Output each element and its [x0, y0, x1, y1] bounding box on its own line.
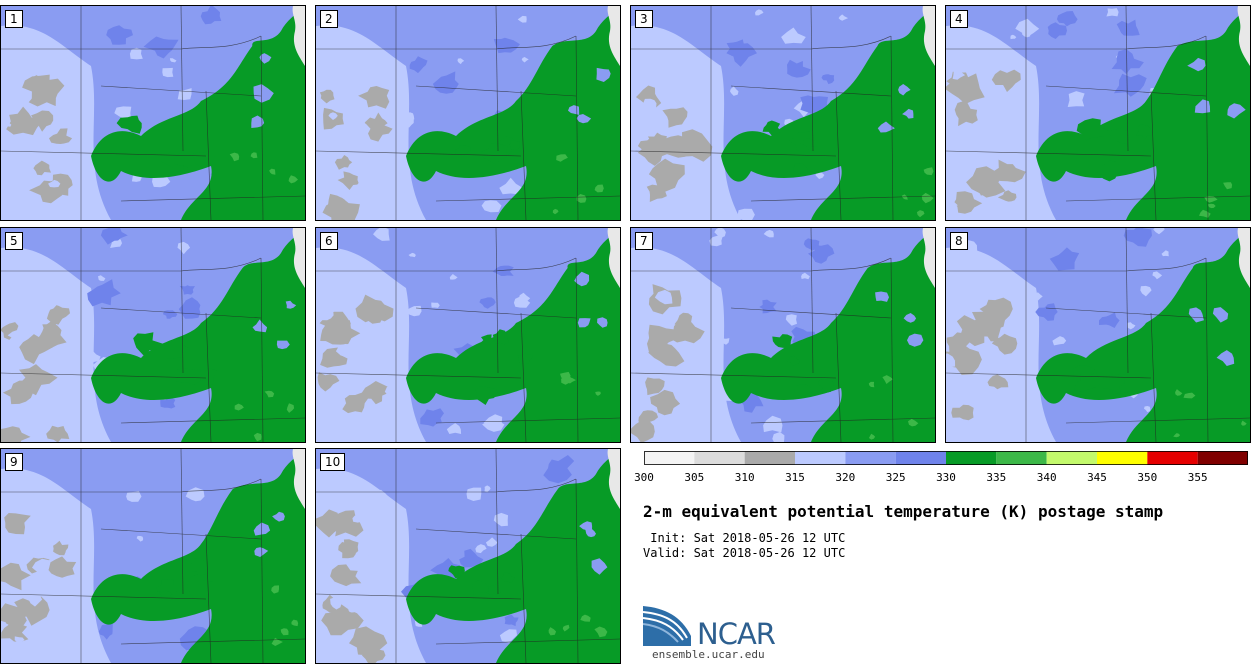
colorbar-tick-label: 320: [835, 471, 856, 484]
ensemble-map: [1, 449, 305, 663]
colorbar-tick-label: 300: [634, 471, 654, 484]
postage-stamp-map: 6: [315, 227, 621, 443]
colorbar-segment: [1097, 451, 1148, 465]
colorbar-tick-label: 335: [986, 471, 1007, 484]
stamp-member-label: 9: [5, 453, 23, 471]
chart-title: 2-m equivalent potential temperature (K)…: [643, 502, 1164, 521]
stamp-member-label: 4: [950, 10, 968, 28]
stamp-member-label: 1: [5, 10, 23, 28]
colorbar-segment: [996, 451, 1047, 465]
postage-stamp-map: 4: [945, 5, 1251, 221]
postage-stamp-map: 8: [945, 227, 1251, 443]
ensemble-map: [946, 6, 1250, 220]
postage-stamp-map: 9: [0, 448, 306, 664]
colorbar-segment: [744, 451, 795, 465]
colorbar-tick-label: 355: [1187, 471, 1208, 484]
ensemble-url: ensemble.ucar.edu: [652, 648, 765, 661]
colorbar-tick-label: 330: [936, 471, 956, 484]
ncar-logo-icon: [643, 606, 691, 646]
postage-stamp-map: 5: [0, 227, 306, 443]
postage-stamp-map: 7: [630, 227, 936, 443]
stamp-member-label: 5: [5, 232, 23, 250]
ensemble-map: [316, 449, 620, 663]
ensemble-map: [946, 228, 1250, 442]
init-time: Init: Sat 2018-05-26 12 UTC: [643, 531, 846, 545]
colorbar-segment: [694, 451, 745, 465]
ensemble-map: [1, 228, 305, 442]
stamp-member-label: 2: [320, 10, 338, 28]
colorbar-segment: [1046, 451, 1097, 465]
ensemble-map: [631, 228, 935, 442]
stamp-member-label: 6: [320, 232, 338, 250]
colorbar-tick-label: 350: [1137, 471, 1158, 484]
postage-stamp-map: 10: [315, 448, 621, 664]
valid-time: Valid: Sat 2018-05-26 12 UTC: [643, 546, 846, 560]
ensemble-map: [631, 6, 935, 220]
ncar-logo-text: NCAR: [697, 617, 776, 651]
colorbar-segment: [1197, 451, 1248, 465]
colorbar-segment: [644, 451, 695, 465]
colorbar-segment: [895, 451, 946, 465]
stamp-member-label: 8: [950, 232, 968, 250]
colorbar-tick-label: 310: [734, 471, 755, 484]
stamp-member-label: 7: [635, 232, 653, 250]
colorbar: [644, 451, 1248, 465]
colorbar-segment: [946, 451, 997, 465]
colorbar-tick-label: 345: [1087, 471, 1107, 484]
postage-stamp-map: 2: [315, 5, 621, 221]
postage-stamp-map: 3: [630, 5, 936, 221]
stamp-member-label: 3: [635, 10, 653, 28]
colorbar-segment: [845, 451, 896, 465]
colorbar-segment: [1147, 451, 1198, 465]
postage-stamp-map: 1: [0, 5, 306, 221]
colorbar-tick-label: 340: [1036, 471, 1057, 484]
colorbar-tick-label: 325: [885, 471, 906, 484]
colorbar-tick-label: 315: [785, 471, 805, 484]
stamp-member-label: 10: [320, 453, 346, 471]
colorbar-tick-label: 305: [684, 471, 705, 484]
colorbar-segment: [795, 451, 846, 465]
ensemble-map: [316, 228, 620, 442]
ensemble-map: [316, 6, 620, 220]
ensemble-map: [1, 6, 305, 220]
